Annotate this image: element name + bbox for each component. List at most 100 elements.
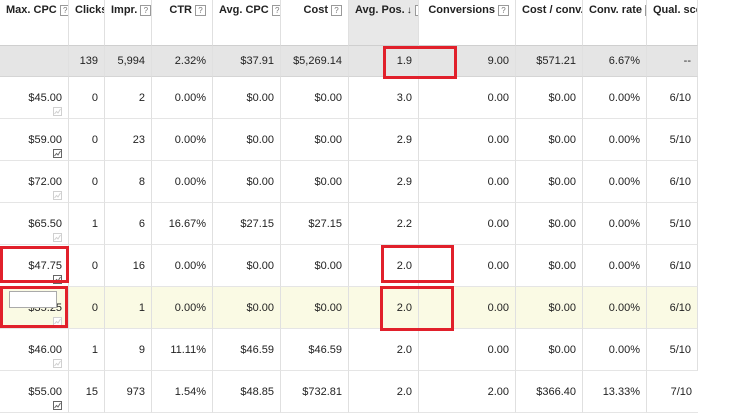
max-cpc-cell[interactable]: $72.00: [0, 161, 69, 203]
cell-qual-score: 5/10: [647, 119, 698, 161]
max-cpc-edit-input[interactable]: [9, 291, 57, 308]
cell-cost: $0.00: [281, 161, 349, 203]
column-header-label: CTR: [169, 4, 192, 16]
cell-cost: $0.00: [281, 287, 349, 329]
max-cpc-cell[interactable]: $47.75: [0, 245, 69, 287]
cell-cost: $0.00: [281, 245, 349, 287]
max-cpc-cell[interactable]: $46.00: [0, 329, 69, 371]
cell-clicks: 0: [69, 161, 105, 203]
cell-qual-score: 6/10: [647, 287, 698, 329]
cell-avg-pos: 2.9: [349, 161, 419, 203]
cell-impr: 9: [105, 329, 152, 371]
cell-qual-score: 5/10: [647, 203, 698, 245]
stats-chart-icon[interactable]: [53, 107, 62, 116]
help-icon[interactable]: ?: [140, 4, 151, 16]
help-icon[interactable]: ?: [271, 4, 280, 16]
cell-clicks: 0: [69, 77, 105, 119]
max-cpc-cell[interactable]: $45.00: [0, 77, 69, 119]
cell-impr: 1: [105, 287, 152, 329]
max-cpc-cell[interactable]: $55.00: [0, 371, 69, 413]
stats-chart-icon[interactable]: [53, 191, 62, 200]
column-header-conversions[interactable]: Conversions?: [419, 0, 516, 46]
cell-clicks: 1: [69, 203, 105, 245]
help-icon[interactable]: ?: [644, 4, 646, 16]
stats-chart-icon[interactable]: [53, 317, 62, 326]
cell-avg-pos: 2.0: [349, 287, 419, 329]
cell-qual-score: 5/10: [647, 329, 698, 371]
help-icon[interactable]: ?: [498, 4, 509, 16]
totals-cell-cost-conv: $571.21: [516, 46, 583, 77]
column-header-ctr[interactable]: CTR?: [152, 0, 213, 46]
cell-cost-conv: $0.00: [516, 245, 583, 287]
column-header-label: Clicks: [75, 4, 105, 16]
cell-avg-cpc: $0.00: [213, 245, 281, 287]
max-cpc-cell[interactable]: $59.00: [0, 119, 69, 161]
max-cpc-value[interactable]: $72.00: [28, 176, 62, 188]
column-header-label: Impr.: [111, 4, 138, 16]
cell-cost: $46.59: [281, 329, 349, 371]
cell-conversions: 0.00: [419, 245, 516, 287]
cell-impr: 6: [105, 203, 152, 245]
cell-conv-rate: 0.00%: [583, 161, 647, 203]
column-header-conv-rate[interactable]: Conv. rate?: [583, 0, 647, 46]
cell-ctr: 0.00%: [152, 287, 213, 329]
cell-conversions: 2.00: [419, 371, 516, 413]
cell-conv-rate: 13.33%: [583, 371, 647, 413]
cell-cost-conv: $0.00: [516, 287, 583, 329]
max-cpc-value[interactable]: $45.00: [28, 92, 62, 104]
cell-impr: 973: [105, 371, 152, 413]
cell-avg-pos: 2.9: [349, 119, 419, 161]
cell-qual-score: 7/10: [647, 371, 698, 413]
totals-cell-conv-rate: 6.67%: [583, 46, 647, 77]
column-header-label: Cost: [303, 4, 328, 16]
sort-descending-icon[interactable]: ↓: [406, 5, 412, 16]
cell-cost: $732.81: [281, 371, 349, 413]
cell-avg-pos: 3.0: [349, 77, 419, 119]
column-header-cost-conv[interactable]: Cost / conv.?: [516, 0, 583, 46]
max-cpc-cell[interactable]: $65.50: [0, 203, 69, 245]
cell-avg-cpc: $48.85: [213, 371, 281, 413]
max-cpc-value[interactable]: $55.00: [28, 386, 62, 398]
column-header-avg-cpc[interactable]: Avg. CPC?: [213, 0, 281, 46]
cell-avg-cpc: $46.59: [213, 329, 281, 371]
max-cpc-value[interactable]: $65.50: [28, 218, 62, 230]
cell-cost-conv: $0.00: [516, 77, 583, 119]
cell-conversions: 0.00: [419, 161, 516, 203]
help-icon[interactable]: ?: [59, 4, 68, 16]
cell-impr: 23: [105, 119, 152, 161]
totals-cell-avg-cpc: $37.91: [213, 46, 281, 77]
cell-impr: 2: [105, 77, 152, 119]
column-header-impr[interactable]: Impr.?: [105, 0, 152, 46]
column-header-cost[interactable]: Cost?: [281, 0, 349, 46]
column-header-clicks[interactable]: Clicks?: [69, 0, 105, 46]
cell-avg-cpc: $0.00: [213, 161, 281, 203]
cell-conversions: 0.00: [419, 77, 516, 119]
cell-cost-conv: $0.00: [516, 161, 583, 203]
column-header-qual-score[interactable]: Qual. score?: [647, 0, 698, 46]
cell-avg-cpc: $0.00: [213, 77, 281, 119]
column-header-avg-pos[interactable]: Avg. Pos.↓?: [349, 0, 419, 46]
totals-cell-max-cpc: [0, 46, 69, 77]
cell-cost-conv: $0.00: [516, 203, 583, 245]
help-icon[interactable]: ?: [414, 4, 418, 16]
stats-chart-icon[interactable]: [53, 401, 62, 410]
cell-conv-rate: 0.00%: [583, 287, 647, 329]
max-cpc-value[interactable]: $46.00: [28, 344, 62, 356]
stats-chart-icon[interactable]: [53, 359, 62, 368]
stats-chart-icon[interactable]: [53, 149, 62, 158]
cell-conv-rate: 0.00%: [583, 119, 647, 161]
totals-cell-cost: $5,269.14: [281, 46, 349, 77]
max-cpc-value[interactable]: $47.75: [28, 260, 62, 272]
cell-avg-cpc: $0.00: [213, 287, 281, 329]
cell-qual-score: 6/10: [647, 245, 698, 287]
column-header-max-cpc[interactable]: Max. CPC?: [0, 0, 69, 46]
totals-cell-conversions: 9.00: [419, 46, 516, 77]
stats-chart-icon[interactable]: [53, 275, 62, 284]
column-header-label: Qual. score: [653, 4, 697, 16]
stats-chart-icon[interactable]: [53, 233, 62, 242]
help-icon[interactable]: ?: [195, 4, 206, 16]
cell-cost-conv: $366.40: [516, 371, 583, 413]
max-cpc-value[interactable]: $59.00: [28, 134, 62, 146]
help-icon[interactable]: ?: [331, 4, 342, 16]
